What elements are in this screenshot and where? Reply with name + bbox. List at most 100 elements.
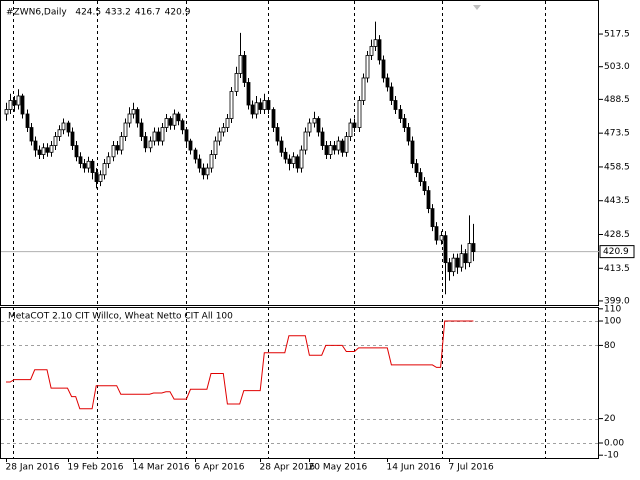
candle-body xyxy=(160,127,165,142)
candle-body xyxy=(131,109,136,115)
candle-body xyxy=(258,102,263,110)
candle-body xyxy=(291,156,296,164)
candle-body xyxy=(119,136,124,151)
candle-body xyxy=(102,163,107,176)
candle-body xyxy=(188,140,193,151)
candle-body xyxy=(422,181,427,191)
candle-body xyxy=(406,127,411,142)
candle-body xyxy=(152,131,157,142)
y-tick-label: 413.5 xyxy=(604,264,630,274)
candle-body xyxy=(283,151,288,160)
candle-body xyxy=(41,147,46,155)
candle-body xyxy=(176,113,181,122)
candle-body xyxy=(287,158,292,164)
x-tick-label: 19 Feb 2016 xyxy=(68,463,124,473)
candle-body xyxy=(336,140,341,151)
candle-body xyxy=(328,145,333,155)
y-tick-label: 517.5 xyxy=(604,30,630,40)
y-tick-label: 100 xyxy=(604,317,621,327)
candle-body xyxy=(344,136,349,153)
candle-body xyxy=(29,127,34,142)
candle-body xyxy=(213,140,218,155)
price-box-label: 420.9 xyxy=(603,247,629,257)
x-tick-label: 7 Jul 2016 xyxy=(449,463,494,473)
candle-body xyxy=(53,136,58,146)
x-tick-label: 14 Mar 2016 xyxy=(133,463,190,473)
candle-body xyxy=(377,39,382,61)
candle-body xyxy=(398,109,403,119)
candle-body xyxy=(201,167,206,176)
candle-body xyxy=(180,120,185,131)
candle-body xyxy=(316,118,321,133)
candle-body xyxy=(426,190,431,210)
candle-body xyxy=(193,149,198,160)
candle-body xyxy=(471,243,476,253)
candle-body xyxy=(443,235,448,264)
ohlc-value: 416.7 xyxy=(135,8,161,18)
candle-body xyxy=(98,174,103,182)
ohlc-value: 433.2 xyxy=(105,8,131,18)
y-tick-label: 20 xyxy=(604,414,616,424)
y-tick-label: 473.5 xyxy=(604,129,630,139)
y-tick-label: -10 xyxy=(604,451,619,461)
indicator-title: MetaCOT 2.10 CIT Willco, Wheat Netto CIT… xyxy=(8,312,233,322)
candle-body xyxy=(332,145,337,151)
candle-body xyxy=(135,109,140,124)
x-tick-label: 20 May 2016 xyxy=(309,463,368,473)
candle-body xyxy=(430,208,435,228)
indicator-panel xyxy=(0,307,599,459)
candle-body xyxy=(74,145,79,158)
candle-body xyxy=(418,172,423,182)
candle-body xyxy=(61,122,66,131)
y-tick-label: 458.5 xyxy=(604,162,630,172)
candle-body xyxy=(205,167,210,176)
candle-body xyxy=(4,109,9,115)
candle-body xyxy=(234,73,239,92)
candle-body xyxy=(389,86,394,101)
candle-body xyxy=(115,145,120,151)
candle-body xyxy=(385,77,390,88)
y-tick-label: 443.5 xyxy=(604,196,630,206)
y-tick-label: 399.0 xyxy=(604,296,630,306)
candle-body xyxy=(275,127,280,142)
candle-body xyxy=(225,118,230,128)
candle-body xyxy=(172,113,177,126)
candle-body xyxy=(33,140,38,151)
candle-body xyxy=(348,122,353,137)
x-tick-label: 14 Jun 2016 xyxy=(387,463,441,473)
candle-body xyxy=(164,118,169,128)
candle-body xyxy=(266,100,271,110)
candle-body xyxy=(361,77,366,101)
candle-body xyxy=(238,55,243,74)
candle-body xyxy=(340,140,345,153)
candle-body xyxy=(127,113,132,124)
candle-body xyxy=(209,154,214,169)
candle-body xyxy=(451,257,456,273)
y-tick-label: 110 xyxy=(604,304,621,314)
candle-body xyxy=(373,39,378,47)
candle-body xyxy=(86,160,91,169)
candle-body xyxy=(324,145,329,155)
candle-body xyxy=(295,156,300,169)
candle-body xyxy=(90,160,95,173)
candle-body xyxy=(307,122,312,133)
candle-body xyxy=(70,131,75,146)
candle-body xyxy=(357,100,362,128)
symbol-label: #ZWN6,Daily xyxy=(6,8,67,18)
candle-body xyxy=(381,59,386,79)
candle-body xyxy=(78,156,83,164)
candle-body xyxy=(352,122,357,128)
candle-body xyxy=(246,82,251,106)
candle-body xyxy=(447,262,452,273)
candle-body xyxy=(250,104,255,115)
candle-body xyxy=(197,158,202,169)
candle-body xyxy=(467,243,472,264)
price-box xyxy=(599,245,635,259)
candle-body xyxy=(242,55,247,83)
candle-body xyxy=(139,122,144,137)
indicator-line xyxy=(6,320,474,410)
candle-body xyxy=(8,100,13,110)
ohlc-value: 424.5 xyxy=(75,8,101,18)
candle-body xyxy=(123,122,128,137)
